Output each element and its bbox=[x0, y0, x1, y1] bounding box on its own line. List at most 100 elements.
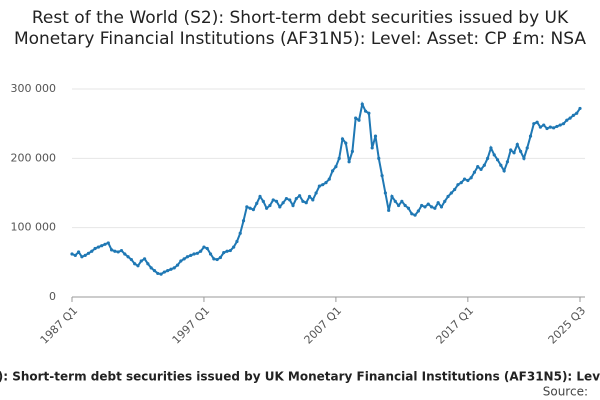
x-tick-label: 2025 Q3 bbox=[546, 304, 589, 347]
point bbox=[172, 266, 176, 270]
point bbox=[241, 219, 246, 223]
point bbox=[311, 198, 315, 202]
point bbox=[334, 165, 338, 169]
y-tick-label: 200 000 bbox=[11, 151, 57, 164]
point bbox=[330, 169, 335, 173]
point bbox=[515, 142, 519, 147]
point bbox=[271, 198, 275, 202]
point bbox=[433, 206, 437, 210]
point bbox=[416, 209, 420, 213]
point bbox=[192, 252, 196, 256]
point bbox=[116, 250, 120, 254]
point bbox=[90, 249, 94, 253]
point bbox=[429, 205, 434, 209]
point bbox=[357, 118, 361, 122]
point bbox=[317, 184, 322, 188]
point bbox=[307, 194, 312, 199]
point bbox=[449, 191, 453, 195]
point bbox=[228, 248, 232, 253]
point bbox=[393, 199, 397, 203]
point bbox=[373, 134, 378, 138]
point bbox=[568, 116, 572, 120]
point bbox=[446, 194, 450, 199]
point bbox=[354, 116, 358, 120]
point bbox=[360, 102, 364, 106]
point bbox=[215, 257, 219, 262]
point bbox=[542, 123, 546, 127]
point bbox=[76, 250, 81, 254]
point bbox=[482, 163, 486, 167]
point bbox=[350, 149, 354, 153]
point bbox=[136, 264, 140, 268]
point bbox=[281, 201, 285, 205]
point bbox=[225, 249, 229, 253]
point bbox=[126, 255, 130, 259]
point bbox=[476, 165, 480, 169]
point bbox=[340, 137, 345, 141]
point bbox=[426, 202, 430, 206]
point bbox=[525, 146, 529, 150]
point bbox=[100, 244, 104, 248]
point bbox=[495, 158, 500, 162]
point bbox=[538, 125, 543, 129]
point bbox=[109, 248, 114, 252]
point bbox=[420, 203, 424, 208]
point bbox=[149, 266, 153, 270]
point bbox=[558, 123, 562, 127]
point bbox=[166, 269, 170, 273]
point bbox=[548, 125, 552, 129]
point bbox=[113, 249, 117, 253]
point bbox=[139, 259, 143, 263]
point bbox=[265, 206, 269, 210]
point bbox=[83, 253, 87, 257]
point bbox=[205, 246, 209, 251]
point bbox=[403, 203, 407, 208]
point bbox=[439, 205, 444, 209]
point bbox=[232, 245, 236, 249]
source: Source: bbox=[543, 385, 588, 399]
point bbox=[370, 146, 374, 150]
point bbox=[469, 176, 473, 180]
point bbox=[86, 251, 91, 255]
point bbox=[436, 201, 440, 205]
point bbox=[578, 106, 582, 111]
point bbox=[129, 257, 133, 262]
point bbox=[93, 246, 97, 251]
point bbox=[133, 262, 137, 266]
point bbox=[347, 160, 351, 164]
point bbox=[152, 269, 157, 273]
point bbox=[383, 191, 387, 195]
point bbox=[106, 241, 110, 245]
point bbox=[575, 111, 579, 115]
series-line bbox=[71, 101, 581, 276]
point bbox=[509, 148, 513, 152]
y-tick-label: 300 000 bbox=[11, 82, 57, 95]
x-tick-label: 1997 Q1 bbox=[170, 304, 213, 347]
point bbox=[456, 183, 460, 187]
point bbox=[96, 245, 100, 249]
point bbox=[294, 196, 298, 201]
point bbox=[146, 262, 150, 266]
point bbox=[238, 231, 242, 235]
point bbox=[179, 259, 183, 263]
x-tick-label: 2007 Q1 bbox=[302, 304, 345, 347]
point bbox=[400, 199, 404, 203]
point bbox=[528, 134, 533, 138]
point bbox=[380, 174, 384, 178]
point bbox=[337, 156, 341, 160]
point bbox=[565, 118, 569, 122]
point bbox=[202, 245, 206, 249]
point bbox=[175, 263, 180, 267]
point bbox=[571, 113, 576, 117]
x-tick-label: 2017 Q1 bbox=[434, 304, 477, 347]
point bbox=[492, 153, 496, 157]
point bbox=[103, 242, 107, 246]
point bbox=[222, 251, 226, 255]
point bbox=[561, 122, 566, 126]
point bbox=[314, 191, 318, 195]
point bbox=[413, 213, 417, 217]
point bbox=[390, 194, 394, 199]
point bbox=[519, 149, 523, 153]
